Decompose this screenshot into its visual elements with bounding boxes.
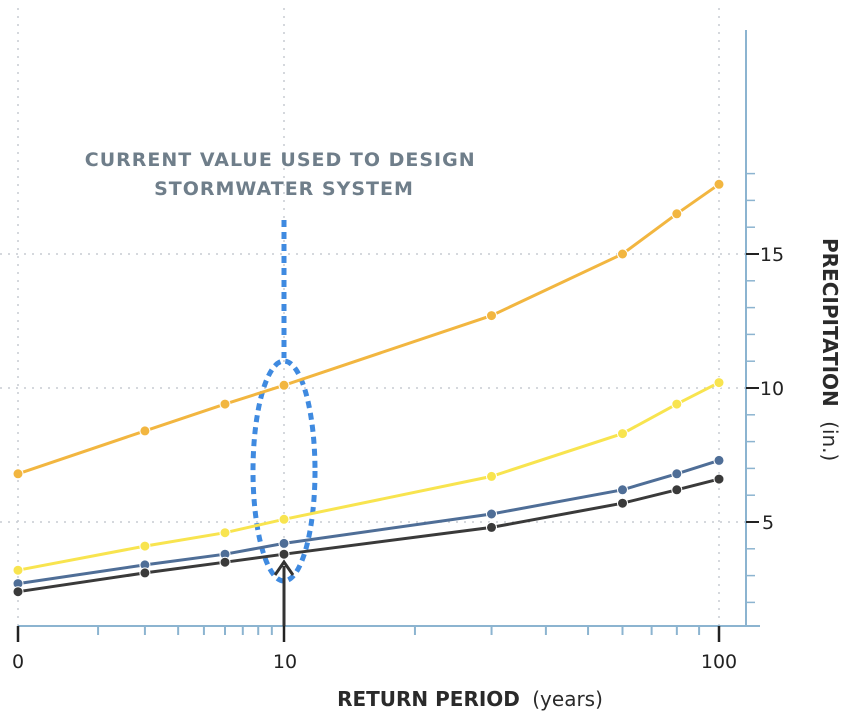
x-tick-labels: 0 10 100: [12, 651, 737, 673]
series-2-point-6: [671, 468, 683, 480]
series-1-point-3: [278, 513, 290, 525]
series-2-point-5: [617, 484, 628, 496]
series-3-point-6: [671, 484, 683, 496]
x-axis-label-unit: (years): [532, 687, 603, 711]
axes: [18, 30, 760, 627]
annotation-line-1: CURRENT VALUE USED TO DESIGN: [85, 149, 476, 171]
arrow-indicator: [273, 559, 295, 626]
series-3-point-2: [219, 556, 231, 568]
series-1-point-6: [671, 398, 683, 410]
minor-ticks: [16, 172, 759, 642]
x-tick-label-10: 10: [273, 651, 297, 673]
series-2-point-4: [486, 508, 497, 520]
y-tick-label-15: 15: [760, 244, 784, 266]
y-tick-label-10: 10: [760, 378, 784, 400]
series-3-point-3: [278, 548, 290, 560]
series-3-point-5: [617, 497, 628, 509]
series-1-point-7: [713, 377, 725, 389]
y-axis-label: PRECIPITATION (in.): [818, 238, 842, 461]
series-3-point-4: [486, 521, 497, 533]
y-axis-label-title: PRECIPITATION: [818, 238, 842, 407]
series-0-point-6: [671, 208, 683, 220]
series-0-point-2: [219, 398, 231, 410]
arrow-head: [273, 559, 295, 576]
annotation-text: CURRENT VALUE USED TO DESIGN STORMWATER …: [85, 149, 484, 200]
x-axis-label-title: RETURN PERIOD: [337, 687, 520, 711]
series-3-point-1: [139, 567, 151, 579]
series-1-point-0: [12, 564, 24, 576]
series-line-2: [17, 458, 720, 586]
series-line-3: [17, 477, 720, 594]
x-tick-label-100: 100: [701, 651, 737, 673]
highlight-dotted-ellipse: [250, 358, 318, 584]
x-axis-label: RETURN PERIOD (years): [337, 687, 603, 711]
series-0-point-7: [713, 178, 725, 190]
x-tick-label-0: 0: [12, 651, 24, 673]
series-0-point-5: [617, 248, 628, 260]
series-line-0: [17, 183, 720, 476]
series-0-point-1: [139, 425, 151, 437]
series-line-1: [17, 381, 720, 572]
series-1-point-4: [486, 470, 497, 482]
series-0-point-3: [278, 379, 290, 391]
series: [12, 178, 725, 598]
series-3-point-7: [713, 473, 725, 485]
series-0-point-0: [12, 468, 24, 480]
series-1-point-1: [139, 540, 151, 552]
y-tick-labels: 5 10 15: [760, 244, 784, 534]
series-2-point-3: [278, 537, 290, 549]
grid: [0, 8, 746, 626]
series-3-point-0: [12, 586, 24, 598]
series-1-point-5: [617, 428, 628, 440]
annotation-line-2: STORMWATER SYSTEM: [154, 178, 414, 200]
y-axis-label-unit: (in.): [818, 421, 842, 461]
series-2-point-7: [713, 454, 725, 466]
y-tick-label-5: 5: [762, 512, 774, 534]
series-0-point-4: [486, 310, 497, 322]
series-1-point-2: [219, 527, 231, 539]
